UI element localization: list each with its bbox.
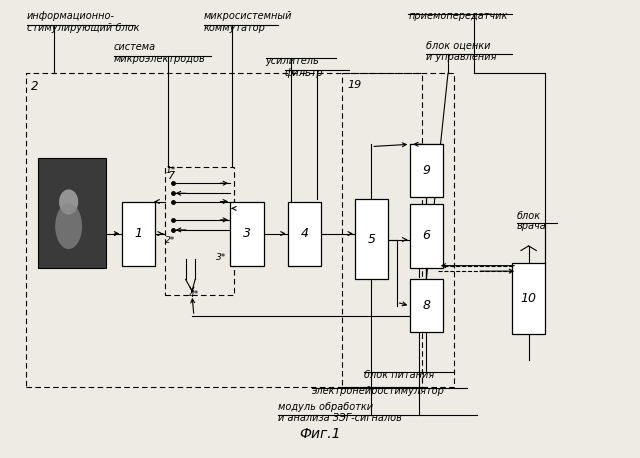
Bar bbox=[342, 73, 454, 387]
Text: и управления: и управления bbox=[426, 52, 496, 62]
Ellipse shape bbox=[59, 190, 78, 214]
Text: информационно-: информационно- bbox=[27, 11, 115, 22]
Text: Фиг.1: Фиг.1 bbox=[300, 426, 340, 441]
Bar bbox=[230, 202, 264, 266]
Text: стимулирующий блок: стимулирующий блок bbox=[27, 23, 140, 33]
Bar bbox=[26, 73, 422, 387]
Text: система: система bbox=[114, 42, 156, 52]
Text: блок: блок bbox=[517, 211, 541, 221]
Bar bbox=[122, 202, 155, 266]
Text: 3*: 3* bbox=[216, 253, 227, 262]
Text: 3: 3 bbox=[243, 227, 251, 240]
Text: врача: врача bbox=[517, 221, 547, 231]
Text: приемопередатчик: приемопередатчик bbox=[408, 11, 508, 22]
Bar bbox=[38, 158, 106, 268]
Text: 2*: 2* bbox=[165, 236, 175, 245]
Text: 1: 1 bbox=[134, 227, 142, 240]
Text: 5: 5 bbox=[368, 233, 376, 246]
Text: 8: 8 bbox=[422, 299, 430, 312]
Text: микроэлектродов: микроэлектродов bbox=[114, 54, 205, 64]
Text: 4: 4 bbox=[301, 227, 308, 240]
Text: блок питания: блок питания bbox=[364, 370, 434, 380]
Bar bbox=[410, 204, 443, 268]
Bar bbox=[410, 144, 443, 197]
Text: 4*: 4* bbox=[189, 290, 199, 299]
Text: и анализа ЗЭГ-сигналов: и анализа ЗЭГ-сигналов bbox=[278, 413, 403, 423]
Text: коммутатор: коммутатор bbox=[204, 23, 266, 33]
Text: микросистемный: микросистемный bbox=[204, 11, 292, 22]
Text: 7: 7 bbox=[168, 171, 175, 181]
Text: электронейростимулятор: электронейростимулятор bbox=[312, 386, 445, 396]
Text: 2: 2 bbox=[31, 80, 38, 93]
Text: 9: 9 bbox=[422, 164, 430, 177]
Ellipse shape bbox=[55, 203, 82, 249]
Bar bbox=[512, 263, 545, 334]
Text: 19: 19 bbox=[348, 80, 362, 90]
Text: усилитель: усилитель bbox=[266, 56, 319, 66]
Text: модуль обработки: модуль обработки bbox=[278, 402, 374, 412]
Text: 10: 10 bbox=[521, 292, 537, 305]
Bar bbox=[355, 199, 388, 279]
Bar bbox=[410, 279, 443, 332]
Bar bbox=[288, 202, 321, 266]
Text: фильтр: фильтр bbox=[285, 68, 323, 78]
Text: 1*: 1* bbox=[165, 166, 175, 175]
Text: 6: 6 bbox=[422, 229, 430, 242]
Bar bbox=[165, 167, 234, 295]
Text: блок оценки: блок оценки bbox=[426, 40, 490, 50]
